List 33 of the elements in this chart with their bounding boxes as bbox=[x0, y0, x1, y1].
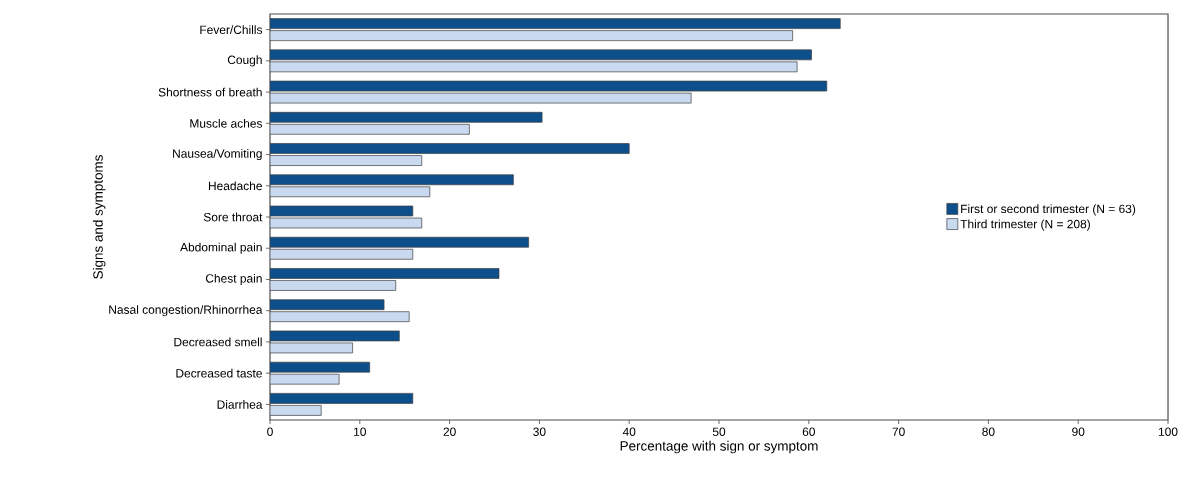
bar bbox=[270, 49, 812, 61]
x-tick-label: 50 bbox=[712, 427, 726, 436]
y-tick-label: Muscle aches bbox=[190, 118, 263, 128]
x-tick-label: 90 bbox=[1072, 427, 1085, 436]
y-tick-label: Nasal congestion/Rhinorrhea bbox=[109, 305, 263, 317]
y-tick-label: Abdominal pain bbox=[180, 242, 262, 254]
x-tick-label: 80 bbox=[982, 427, 995, 436]
legend-label: First or second trimester (N = 63) bbox=[961, 204, 1136, 216]
y-axis-title: Signs and symptoms bbox=[92, 155, 106, 279]
x-tick-label: 100 bbox=[1158, 427, 1178, 436]
y-tick-label: Chest pain bbox=[205, 273, 262, 286]
bar bbox=[270, 18, 841, 29]
x-tick-label: 40 bbox=[622, 427, 636, 436]
x-tick-label: 60 bbox=[802, 427, 815, 436]
y-tick-label: Decreased smell bbox=[174, 337, 262, 347]
x-tick-label: 10 bbox=[354, 427, 366, 436]
y-tick-label: Fever/Chills bbox=[200, 25, 263, 34]
x-tick-label: 70 bbox=[892, 427, 905, 436]
x-tick-label: 0 bbox=[267, 427, 273, 436]
y-tick-label: Cough bbox=[227, 55, 262, 67]
y-tick-label: Shortness of breath bbox=[158, 87, 262, 97]
bar bbox=[270, 61, 798, 73]
x-tick-label: 30 bbox=[533, 427, 546, 436]
y-tick-label: Diarrhea bbox=[217, 400, 263, 409]
y-tick-label: Decreased taste bbox=[176, 368, 262, 378]
y-tick-label: Headache bbox=[208, 181, 262, 191]
y-tick-label: Sore throat bbox=[203, 212, 263, 222]
y-tick-label: Nausea/Vomiting bbox=[173, 148, 262, 161]
x-tick-label: 20 bbox=[443, 427, 456, 436]
x-axis-title: Percentage with sign or symptom bbox=[620, 440, 818, 454]
bar bbox=[270, 30, 793, 41]
bar bbox=[270, 143, 630, 154]
legend-label: Third trimester (N = 208) bbox=[960, 219, 1090, 231]
